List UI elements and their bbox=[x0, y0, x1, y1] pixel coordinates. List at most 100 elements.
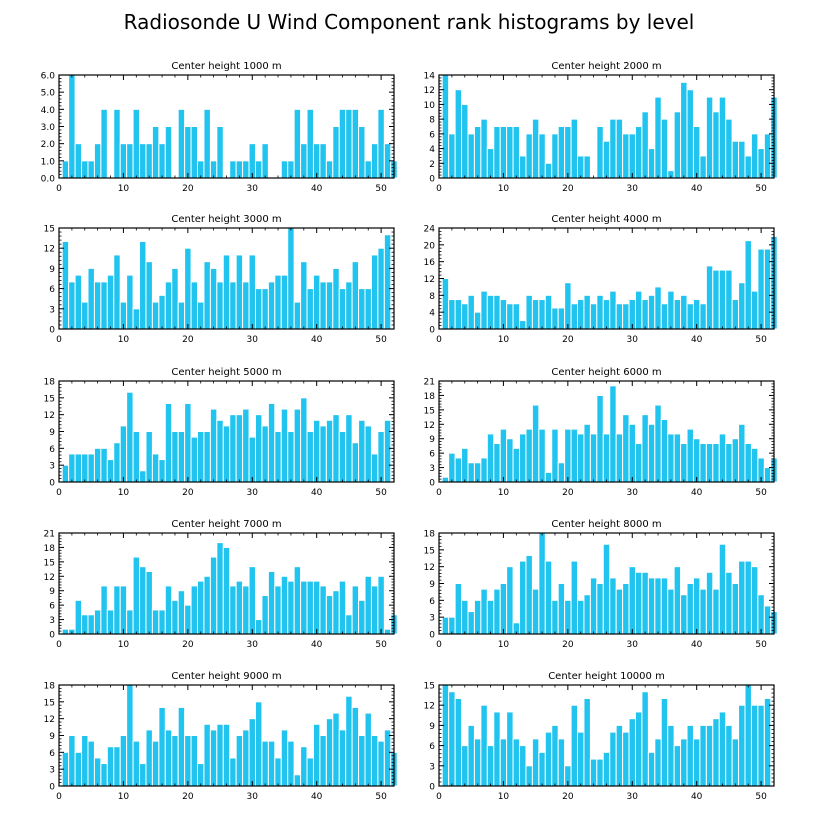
bar bbox=[61, 628, 70, 635]
bar bbox=[725, 443, 733, 483]
y-tick-label: 24 bbox=[424, 225, 436, 235]
bar bbox=[763, 467, 772, 483]
bar bbox=[203, 261, 211, 330]
bar bbox=[673, 111, 682, 179]
bar bbox=[673, 566, 682, 635]
bar bbox=[280, 729, 289, 787]
bar bbox=[757, 704, 765, 787]
bar bbox=[235, 735, 244, 787]
bar bbox=[705, 96, 714, 179]
bar bbox=[345, 108, 353, 179]
figure-title: Radiosonde U Wind Component rank histogr… bbox=[123, 10, 695, 34]
bar bbox=[506, 438, 514, 483]
bar bbox=[589, 758, 598, 787]
bar bbox=[132, 740, 141, 787]
bar bbox=[660, 577, 669, 635]
bar bbox=[87, 160, 95, 179]
bar bbox=[570, 560, 579, 635]
bar bbox=[441, 616, 450, 635]
bar bbox=[583, 294, 591, 330]
x-tick-label: 0 bbox=[436, 792, 442, 802]
bar bbox=[738, 140, 746, 179]
bar bbox=[338, 729, 347, 787]
y-tick-label: 1.0 bbox=[41, 157, 56, 167]
bar bbox=[615, 303, 624, 330]
panel-title: Center height 2000 m bbox=[551, 61, 661, 72]
bar bbox=[325, 160, 334, 179]
x-tick-label: 40 bbox=[691, 488, 703, 498]
bar bbox=[267, 281, 276, 330]
x-tick-label: 0 bbox=[56, 488, 62, 498]
x-tick-label: 40 bbox=[311, 335, 323, 345]
bar bbox=[486, 433, 495, 483]
bar bbox=[531, 118, 540, 179]
y-tick-label: 0 bbox=[429, 326, 435, 336]
x-tick-label: 10 bbox=[498, 640, 510, 650]
bar bbox=[673, 299, 682, 330]
y-tick-label: 4 bbox=[429, 145, 435, 155]
x-tick-label: 40 bbox=[311, 640, 323, 650]
y-tick-label: 15 bbox=[424, 682, 435, 692]
bar bbox=[151, 126, 160, 179]
bar bbox=[570, 704, 579, 787]
bar bbox=[222, 723, 231, 787]
bar bbox=[351, 442, 360, 483]
bar bbox=[242, 408, 250, 483]
bar bbox=[261, 595, 269, 635]
bar bbox=[287, 740, 295, 787]
bar bbox=[332, 414, 340, 483]
bar bbox=[557, 307, 566, 330]
bar bbox=[564, 599, 572, 635]
bar bbox=[370, 143, 379, 179]
bar bbox=[203, 108, 211, 179]
bar bbox=[718, 269, 727, 330]
bar bbox=[738, 704, 746, 787]
bar bbox=[744, 684, 752, 787]
bar bbox=[744, 560, 752, 635]
bar bbox=[254, 701, 263, 787]
y-tick-label: 6 bbox=[429, 597, 435, 607]
x-tick-label: 20 bbox=[182, 184, 194, 194]
y-tick-label: 0 bbox=[429, 479, 435, 489]
bar bbox=[139, 470, 147, 483]
y-tick-label: 9 bbox=[429, 722, 435, 732]
y-tick-label: 3 bbox=[49, 462, 55, 472]
bar bbox=[209, 267, 218, 330]
x-tick-label: 50 bbox=[375, 488, 387, 498]
bar bbox=[364, 160, 372, 179]
bar bbox=[325, 718, 334, 787]
x-tick-label: 10 bbox=[118, 640, 130, 650]
x-tick-label: 40 bbox=[311, 184, 323, 194]
bar bbox=[68, 453, 76, 483]
bar bbox=[93, 447, 102, 483]
y-tick-label: 3 bbox=[49, 305, 55, 315]
bar bbox=[216, 542, 224, 635]
bar bbox=[332, 712, 340, 787]
bar bbox=[718, 543, 727, 635]
bar bbox=[177, 108, 186, 179]
bar bbox=[763, 248, 772, 330]
y-tick-label: 9 bbox=[49, 428, 55, 438]
bar bbox=[763, 133, 772, 179]
y-tick-label: 21 bbox=[44, 530, 55, 540]
bar bbox=[641, 414, 649, 483]
bar bbox=[763, 697, 772, 787]
bar bbox=[229, 281, 237, 330]
bar bbox=[557, 462, 566, 483]
bar bbox=[506, 303, 514, 330]
bar bbox=[519, 155, 527, 179]
panel-7: Center height 7000 m 0 3 6 9 12 15 18 21 0 10 20 30 4… bbox=[44, 519, 398, 650]
bar bbox=[177, 301, 186, 330]
bar bbox=[628, 566, 636, 635]
bar bbox=[705, 724, 714, 787]
bar bbox=[596, 758, 604, 787]
bar bbox=[300, 746, 308, 787]
bar bbox=[667, 588, 675, 635]
bar bbox=[512, 447, 521, 483]
bar bbox=[364, 288, 372, 330]
bar bbox=[731, 738, 740, 787]
bar bbox=[634, 571, 643, 635]
x-tick-label: 20 bbox=[562, 792, 574, 802]
bar bbox=[306, 431, 314, 483]
bar bbox=[738, 423, 746, 483]
